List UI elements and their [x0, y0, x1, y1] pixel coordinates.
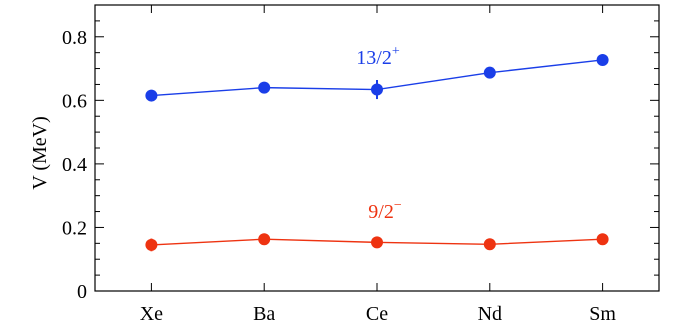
data-point	[371, 236, 383, 249]
series-label: 13/2+	[356, 44, 400, 69]
data-point	[145, 238, 158, 251]
data-point	[596, 233, 609, 246]
x-tick-label: Nd	[478, 303, 502, 325]
axes: 0 0.2 0.4 0.6 0.8 Xe Ba Ce Nd Sm	[62, 4, 660, 325]
y-tick-label: 0	[77, 281, 87, 303]
series-layer: 13/2+ 9/2−	[145, 44, 609, 252]
data-point	[483, 238, 496, 251]
y-axis-label: V (MeV)	[29, 116, 51, 190]
data-point	[258, 81, 271, 94]
data-point	[371, 83, 383, 96]
y-tick-label: 0.6	[62, 90, 87, 112]
data-point	[258, 233, 271, 246]
y-tick-label: 0.8	[62, 27, 87, 49]
x-tick-label: Xe	[140, 303, 163, 325]
data-point	[483, 66, 496, 79]
series-0: 13/2+	[145, 44, 609, 102]
series-1: 9/2−	[145, 198, 609, 252]
y-tick-label: 0.4	[62, 154, 87, 176]
series-label: 9/2−	[368, 198, 402, 223]
y-tick-label: 0.2	[62, 217, 87, 239]
x-tick-label: Ce	[366, 303, 388, 325]
x-tick-label: Ba	[253, 303, 275, 325]
data-point	[596, 53, 609, 66]
data-point	[145, 89, 158, 102]
x-tick-label: Sm	[589, 303, 616, 325]
